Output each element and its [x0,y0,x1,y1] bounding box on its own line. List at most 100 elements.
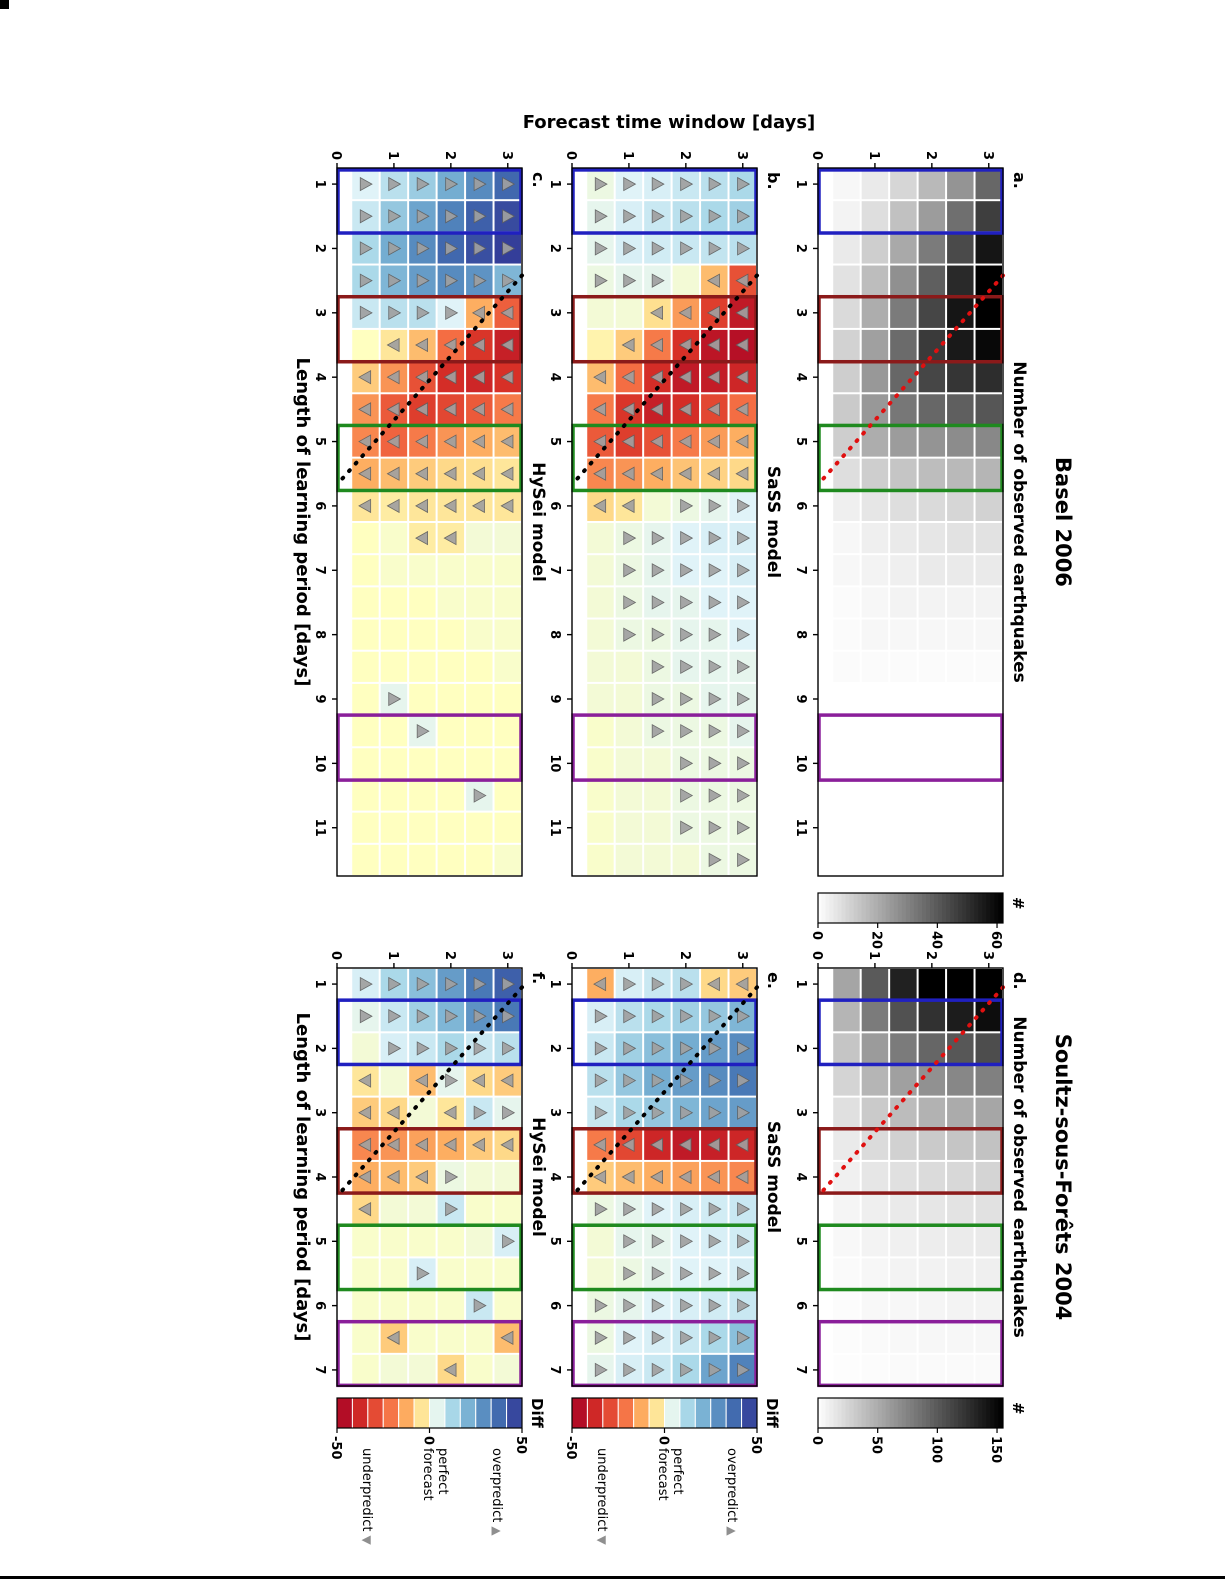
axis-ticks: 1 2 3 4 5 6 7 8 9 10 11 0 1 2 3 [312,151,514,837]
highlight-box-green [571,423,758,493]
panel-title-e: SaSS model [763,1120,783,1234]
svg-text:3: 3 [734,151,749,160]
svg-text:0: 0 [563,151,578,160]
svg-text:-50: -50 [563,1436,578,1460]
svg-text:3: 3 [793,1108,808,1117]
down-triangle-icon: ▼ [595,1535,609,1545]
svg-text:2: 2 [793,244,808,253]
svg-text:1: 1 [620,951,635,960]
colorbar-count-basel: 0 20 40 60 [809,892,1004,949]
highlight-box-darkred [817,1127,1004,1195]
y-axis-label: Forecast time window [days] [522,112,816,133]
note-overpredict-hysei: overpredict ▲ [489,1448,504,1536]
svg-text:1: 1 [385,951,400,960]
svg-text:8: 8 [547,630,562,639]
heatmap-cells [352,169,521,875]
svg-text:3: 3 [547,308,562,317]
heatmap-panel-e: 1 2 3 4 5 6 7 0 1 2 3 [547,951,759,1388]
page-corner-mark [0,0,9,9]
svg-text:8: 8 [793,630,808,639]
svg-text:4: 4 [312,1172,327,1181]
svg-text:0: 0 [809,951,824,960]
svg-text:3: 3 [499,951,514,960]
heatmap-cells [587,169,756,875]
highlight-box-blue [817,168,1004,235]
highlight-box-blue [336,168,523,235]
svg-text:3: 3 [547,1108,562,1117]
note-perfect-sass: perfect forecast [655,1448,685,1501]
svg-text:2: 2 [312,244,327,253]
axis-ticks: 1 2 3 4 5 6 7 8 9 10 11 0 1 2 3 [547,151,749,837]
highlight-box-blue [336,998,523,1067]
svg-text:1: 1 [547,980,562,989]
colorbar-label-diff-sass: Diff [763,1398,781,1428]
svg-text:10: 10 [312,754,327,772]
colorbar-label-count-soultz: # [1009,1402,1027,1415]
svg-text:4: 4 [793,1172,808,1181]
svg-text:3: 3 [793,308,808,317]
highlight-box-purple [336,713,523,782]
end-of-data-dashed-line [816,273,1005,487]
panel-border [336,167,523,877]
colorbar-count-soultz: 0 50 100 150 [809,1397,1004,1463]
svg-text:1: 1 [793,980,808,989]
svg-text:2: 2 [547,244,562,253]
axis-ticks: 1 2 3 4 5 6 7 8 9 10 11 0 1 2 3 [793,151,995,837]
svg-text:2: 2 [442,151,457,160]
highlight-box-purple [571,713,758,782]
svg-text:10: 10 [793,754,808,772]
svg-text:1: 1 [866,951,881,960]
svg-text:0: 0 [328,151,343,160]
svg-text:0: 0 [809,1436,824,1445]
svg-text:3: 3 [312,308,327,317]
svg-text:5: 5 [793,1237,808,1246]
svg-text:11: 11 [793,819,808,837]
panel-title-d: Number of observed earthquakes [1009,1016,1029,1338]
svg-text:5: 5 [312,1237,327,1246]
svg-text:6: 6 [793,501,808,510]
axis-ticks: 1 2 3 4 5 6 7 0 1 2 3 [793,951,995,1374]
misfit-direction-markers [593,976,751,1378]
end-of-data-dashed-line [335,985,524,1199]
svg-text:10: 10 [547,754,562,772]
svg-text:2: 2 [677,151,692,160]
svg-text:20: 20 [869,931,884,949]
svg-text:0: 0 [809,151,824,160]
up-triangle-icon: ▲ [490,1526,504,1536]
svg-text:60: 60 [988,931,1003,949]
svg-text:9: 9 [547,694,562,703]
svg-text:7: 7 [312,566,327,575]
svg-text:7: 7 [793,1365,808,1374]
svg-text:2: 2 [923,951,938,960]
svg-text:8: 8 [312,630,327,639]
svg-text:5: 5 [547,1237,562,1246]
group-title-soultz: Soultz-sous-Forêts 2004 [1051,1033,1075,1321]
svg-text:6: 6 [547,1301,562,1310]
page-bottom-rule [0,1576,1225,1579]
highlight-box-darkred [336,1127,523,1195]
svg-text:11: 11 [312,819,327,837]
highlight-box-green [336,1223,523,1292]
svg-text:6: 6 [793,1301,808,1310]
panel-title-b: SaSS model [763,465,783,579]
svg-text:100: 100 [928,1436,943,1463]
highlight-box-purple [817,713,1004,782]
svg-text:50: 50 [748,1436,763,1454]
heatmap-cells [833,169,1002,875]
underpredict-text: underpredict [594,1448,609,1532]
svg-text:3: 3 [312,1108,327,1117]
svg-text:1: 1 [793,180,808,189]
highlight-box-darkred [336,294,523,364]
misfit-direction-markers [358,176,516,803]
heatmap-cells [833,969,1002,1386]
svg-text:2: 2 [677,951,692,960]
svg-text:1: 1 [312,980,327,989]
svg-text:1: 1 [312,180,327,189]
perfect-text-1: perfect [435,1448,450,1495]
svg-text:9: 9 [312,694,327,703]
note-underpredict-sass: underpredict ▼ [594,1448,609,1545]
highlight-box-darkred [571,1127,758,1195]
svg-text:2: 2 [442,951,457,960]
